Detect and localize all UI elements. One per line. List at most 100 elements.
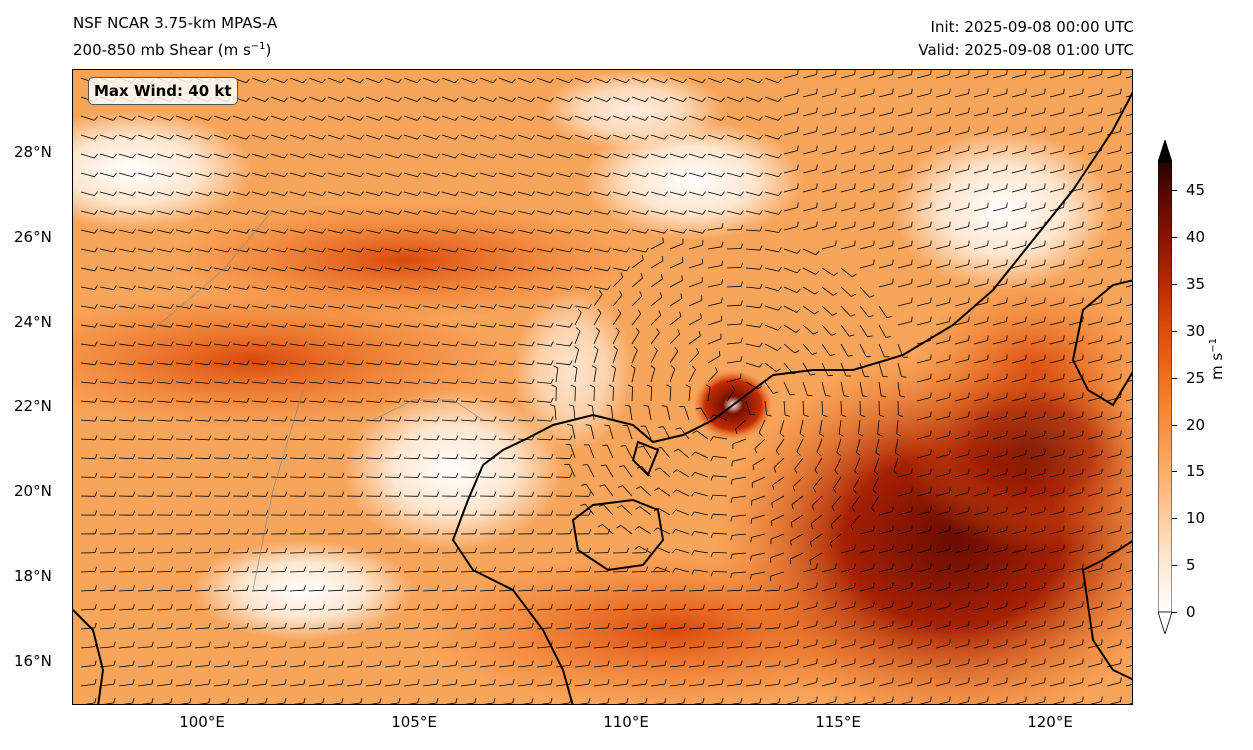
wind-barb <box>878 511 893 516</box>
wind-barb-flag <box>702 679 705 685</box>
wind-barb <box>289 172 304 178</box>
wind-barb <box>346 153 361 159</box>
wind-barb <box>498 210 513 215</box>
wind-barb <box>859 286 870 298</box>
wind-barb-flag <box>835 658 837 664</box>
wind-barb <box>935 587 950 592</box>
wind-barb-flag <box>816 658 818 664</box>
wind-barb-flag <box>455 360 459 365</box>
wind-barb-flag <box>854 470 859 475</box>
wind-barb-flag <box>322 604 325 610</box>
wind-barb <box>479 305 494 309</box>
wind-barb-flag <box>740 604 743 610</box>
wind-barb-flag <box>246 247 250 253</box>
border-myanmar <box>152 209 274 331</box>
wind-barb <box>783 248 798 254</box>
wind-barb-flag <box>835 221 837 227</box>
wind-barb <box>878 188 893 193</box>
wind-barb <box>536 96 551 102</box>
wind-barb <box>694 511 709 516</box>
wind-barb <box>897 321 912 326</box>
wind-barb-flag <box>759 264 763 270</box>
wind-barb <box>802 644 817 649</box>
wind-barb <box>631 277 643 288</box>
wind-barb-flag <box>587 116 592 121</box>
wind-barb <box>919 701 931 704</box>
wind-barb-flag <box>132 547 136 553</box>
wind-barb-flag <box>691 531 695 536</box>
wind-barb-flag <box>896 433 902 437</box>
wind-barb-flag <box>968 221 970 227</box>
wind-barb <box>327 324 342 328</box>
wind-barb-flag <box>854 70 856 75</box>
wind-barb <box>859 188 874 193</box>
wind-barb-flag <box>170 585 173 591</box>
wind-barb-flag <box>1006 221 1008 227</box>
wind-barb <box>764 210 779 215</box>
wind-barb-flag <box>1025 506 1027 512</box>
wind-barb <box>802 267 816 275</box>
wind-barb <box>935 302 950 307</box>
wind-barb <box>156 381 171 384</box>
wind-barb <box>80 381 95 384</box>
wind-barb <box>694 530 709 535</box>
wind-barb <box>935 169 950 174</box>
wind-barb-flag <box>569 341 573 347</box>
wind-barb-flag <box>757 385 763 390</box>
wind-barb-flag <box>302 135 307 140</box>
wind-barb-flag <box>189 660 192 666</box>
wind-barb-flag <box>1120 639 1122 645</box>
wind-barb <box>859 245 874 250</box>
lat-label-22: 22°N <box>14 397 52 415</box>
wind-barb <box>764 324 779 331</box>
wind-barb <box>897 93 912 98</box>
coast-west <box>73 609 105 704</box>
wind-barb-flag <box>778 698 781 703</box>
wind-barb-flag <box>189 472 193 478</box>
wind-barb-flag <box>417 191 421 196</box>
wind-barb <box>726 608 742 611</box>
wind-barb-flag <box>550 210 554 215</box>
wind-barb-flag <box>1101 164 1103 170</box>
wind-barb-flag <box>1044 677 1046 683</box>
wind-barb <box>422 381 437 384</box>
wind-barb-flag <box>815 250 820 255</box>
wind-barb <box>935 492 950 497</box>
wind-barb <box>517 77 532 84</box>
wind-barb <box>118 248 133 253</box>
wind-barb <box>555 115 570 121</box>
wind-barb-flag <box>322 698 325 703</box>
wind-barb-flag <box>968 582 970 588</box>
wind-barb <box>973 359 988 364</box>
wind-barb-flag <box>94 172 98 178</box>
wind-barb <box>118 305 133 309</box>
wind-barb-flag <box>341 622 344 628</box>
wind-barb <box>973 283 988 288</box>
wind-barb-flag <box>569 679 572 685</box>
wind-barb-flag <box>588 604 591 610</box>
wind-barb-flag <box>1025 468 1027 474</box>
wind-barb-flag <box>208 341 212 347</box>
wind-barb-flag <box>664 585 667 591</box>
wind-barb <box>479 343 494 347</box>
leizhou-peninsula <box>631 440 660 477</box>
wind-barb <box>897 283 912 288</box>
wind-barb <box>346 665 361 668</box>
wind-barb <box>612 589 628 592</box>
wind-barb-flag <box>341 228 345 234</box>
wind-barb-flag <box>151 266 155 272</box>
wind-barb-flag <box>1120 696 1122 702</box>
wind-barb <box>840 169 855 174</box>
wind-barb <box>957 701 969 704</box>
wind-barb-flag <box>1063 563 1065 569</box>
wind-barb <box>840 381 845 396</box>
wind-barb <box>137 627 152 630</box>
map-panel[interactable] <box>72 69 1133 705</box>
wind-barb-flag <box>721 585 724 591</box>
wind-barb-flag <box>246 698 249 703</box>
wind-barb-flag <box>1044 449 1046 455</box>
wind-barb <box>603 504 614 516</box>
wind-barb-flag <box>718 350 721 356</box>
wind-barb-flag <box>588 529 592 534</box>
wind-barb-flag <box>852 488 857 494</box>
